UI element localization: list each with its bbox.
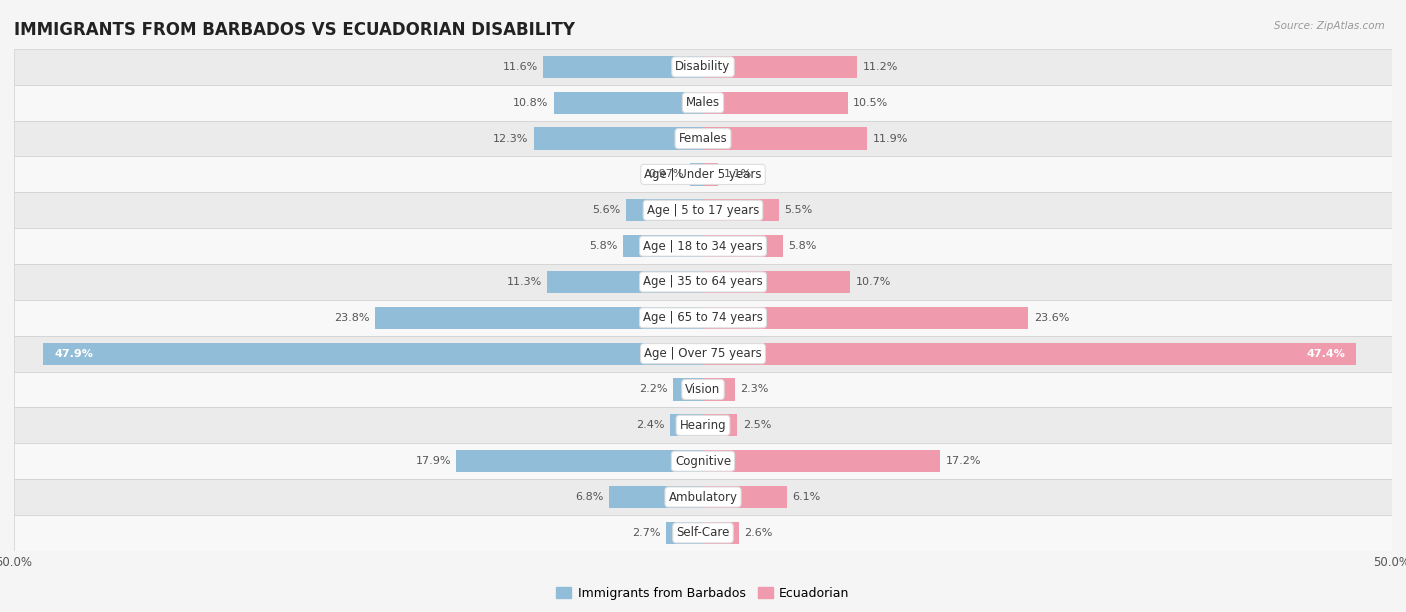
- Text: 10.8%: 10.8%: [513, 98, 548, 108]
- Text: Males: Males: [686, 96, 720, 109]
- Text: 2.6%: 2.6%: [744, 528, 773, 538]
- Text: 2.2%: 2.2%: [638, 384, 668, 395]
- Bar: [703, 163, 718, 185]
- Bar: [666, 522, 703, 544]
- Text: 5.8%: 5.8%: [589, 241, 617, 251]
- Text: 6.8%: 6.8%: [575, 492, 603, 502]
- FancyBboxPatch shape: [14, 264, 1392, 300]
- Bar: [543, 56, 703, 78]
- Text: 2.7%: 2.7%: [631, 528, 661, 538]
- Bar: [547, 271, 703, 293]
- Bar: [623, 235, 703, 257]
- FancyBboxPatch shape: [14, 192, 1392, 228]
- Legend: Immigrants from Barbados, Ecuadorian: Immigrants from Barbados, Ecuadorian: [551, 582, 855, 605]
- Text: 2.4%: 2.4%: [636, 420, 665, 430]
- Bar: [703, 127, 868, 150]
- Text: 2.5%: 2.5%: [742, 420, 772, 430]
- Text: Source: ZipAtlas.com: Source: ZipAtlas.com: [1274, 21, 1385, 31]
- Text: Age | Under 5 years: Age | Under 5 years: [644, 168, 762, 181]
- Bar: [703, 92, 848, 114]
- Bar: [609, 486, 703, 508]
- Text: 0.97%: 0.97%: [648, 170, 685, 179]
- Text: Vision: Vision: [685, 383, 721, 396]
- FancyBboxPatch shape: [14, 336, 1392, 371]
- FancyBboxPatch shape: [14, 49, 1392, 85]
- Bar: [554, 92, 703, 114]
- Bar: [703, 450, 941, 472]
- Bar: [703, 56, 858, 78]
- Text: Age | 35 to 64 years: Age | 35 to 64 years: [643, 275, 763, 288]
- Text: 10.7%: 10.7%: [856, 277, 891, 287]
- Text: 23.8%: 23.8%: [335, 313, 370, 323]
- Text: 47.9%: 47.9%: [53, 349, 93, 359]
- Bar: [703, 522, 738, 544]
- Text: Females: Females: [679, 132, 727, 145]
- Text: 47.4%: 47.4%: [1306, 349, 1346, 359]
- Text: 6.1%: 6.1%: [793, 492, 821, 502]
- Text: Age | Over 75 years: Age | Over 75 years: [644, 347, 762, 360]
- Bar: [672, 378, 703, 401]
- Text: Cognitive: Cognitive: [675, 455, 731, 468]
- Text: 5.8%: 5.8%: [789, 241, 817, 251]
- Bar: [703, 307, 1028, 329]
- Text: 10.5%: 10.5%: [853, 98, 889, 108]
- Text: 11.3%: 11.3%: [506, 277, 541, 287]
- Bar: [375, 307, 703, 329]
- Text: 11.6%: 11.6%: [502, 62, 537, 72]
- Text: Disability: Disability: [675, 61, 731, 73]
- FancyBboxPatch shape: [14, 85, 1392, 121]
- Bar: [689, 163, 703, 185]
- Text: 23.6%: 23.6%: [1033, 313, 1069, 323]
- FancyBboxPatch shape: [14, 515, 1392, 551]
- Bar: [457, 450, 703, 472]
- Bar: [703, 343, 1357, 365]
- Text: Ambulatory: Ambulatory: [668, 491, 738, 504]
- Text: 11.2%: 11.2%: [863, 62, 898, 72]
- Text: 2.3%: 2.3%: [740, 384, 769, 395]
- Bar: [703, 378, 735, 401]
- Text: Self-Care: Self-Care: [676, 526, 730, 539]
- Text: 5.5%: 5.5%: [785, 205, 813, 215]
- FancyBboxPatch shape: [14, 443, 1392, 479]
- Bar: [626, 199, 703, 222]
- Text: 5.6%: 5.6%: [592, 205, 620, 215]
- Text: 11.9%: 11.9%: [873, 133, 908, 144]
- Bar: [533, 127, 703, 150]
- Bar: [703, 235, 783, 257]
- Bar: [703, 414, 738, 436]
- FancyBboxPatch shape: [14, 228, 1392, 264]
- Text: 17.9%: 17.9%: [415, 456, 451, 466]
- Bar: [669, 414, 703, 436]
- FancyBboxPatch shape: [14, 300, 1392, 336]
- FancyBboxPatch shape: [14, 479, 1392, 515]
- Text: Age | 65 to 74 years: Age | 65 to 74 years: [643, 312, 763, 324]
- Bar: [703, 199, 779, 222]
- Bar: [703, 486, 787, 508]
- FancyBboxPatch shape: [14, 121, 1392, 157]
- Text: Hearing: Hearing: [679, 419, 727, 432]
- Text: 12.3%: 12.3%: [492, 133, 529, 144]
- FancyBboxPatch shape: [14, 408, 1392, 443]
- Bar: [703, 271, 851, 293]
- Text: IMMIGRANTS FROM BARBADOS VS ECUADORIAN DISABILITY: IMMIGRANTS FROM BARBADOS VS ECUADORIAN D…: [14, 21, 575, 39]
- Text: Age | 18 to 34 years: Age | 18 to 34 years: [643, 240, 763, 253]
- Text: 17.2%: 17.2%: [945, 456, 981, 466]
- Bar: [44, 343, 703, 365]
- FancyBboxPatch shape: [14, 157, 1392, 192]
- FancyBboxPatch shape: [14, 371, 1392, 408]
- Text: Age | 5 to 17 years: Age | 5 to 17 years: [647, 204, 759, 217]
- Text: 1.1%: 1.1%: [724, 170, 752, 179]
